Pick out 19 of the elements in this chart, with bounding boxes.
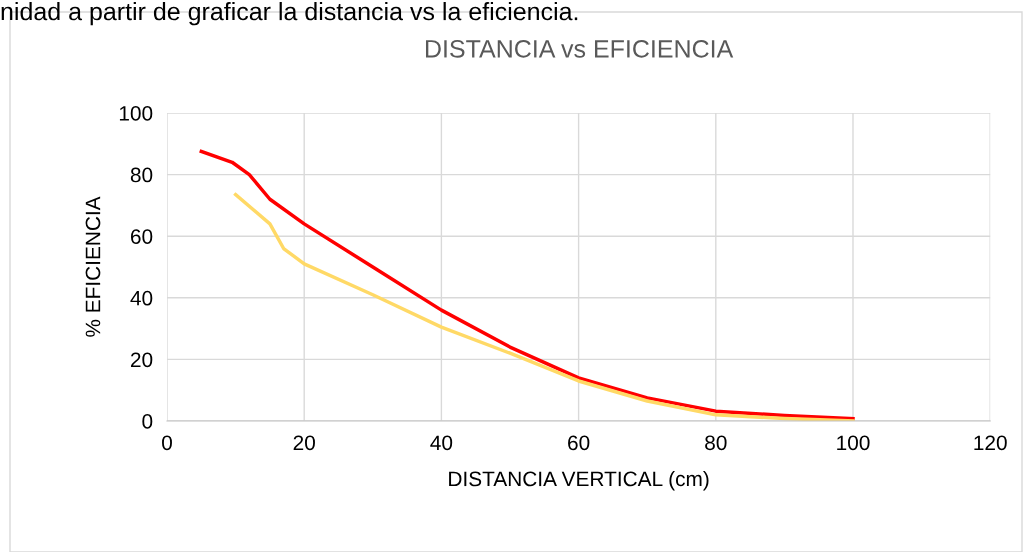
y-axis-title: % EFICIENCIA <box>85 196 101 337</box>
x-tick-label: 80 <box>705 435 727 451</box>
line-series <box>233 192 855 421</box>
y-tick-label: 0 <box>142 414 153 429</box>
x-tick-label: 60 <box>568 435 590 451</box>
chart-title: DISTANCIA vs EFICIENCIA <box>425 39 734 58</box>
x-tick-label: 100 <box>837 435 870 451</box>
x-tick-label: 20 <box>293 435 315 451</box>
y-tick-label: 20 <box>130 352 153 368</box>
y-tick-label: 60 <box>131 229 153 244</box>
x-tick-label: 40 <box>430 435 453 451</box>
x-tick-label: 0 <box>162 435 172 451</box>
x-axis-title: DISTANCIA VERTICAL (cm) <box>449 470 709 491</box>
x-tick-label: 120 <box>974 435 1007 451</box>
text: nidad a partir de graficar la distancia vs la eficiencia. <box>1 2 578 26</box>
y-tick-label: 40 <box>130 290 153 306</box>
y-tick-label: 100 <box>119 106 153 121</box>
line-series <box>199 149 855 421</box>
y-tick-label: 80 <box>130 167 153 183</box>
